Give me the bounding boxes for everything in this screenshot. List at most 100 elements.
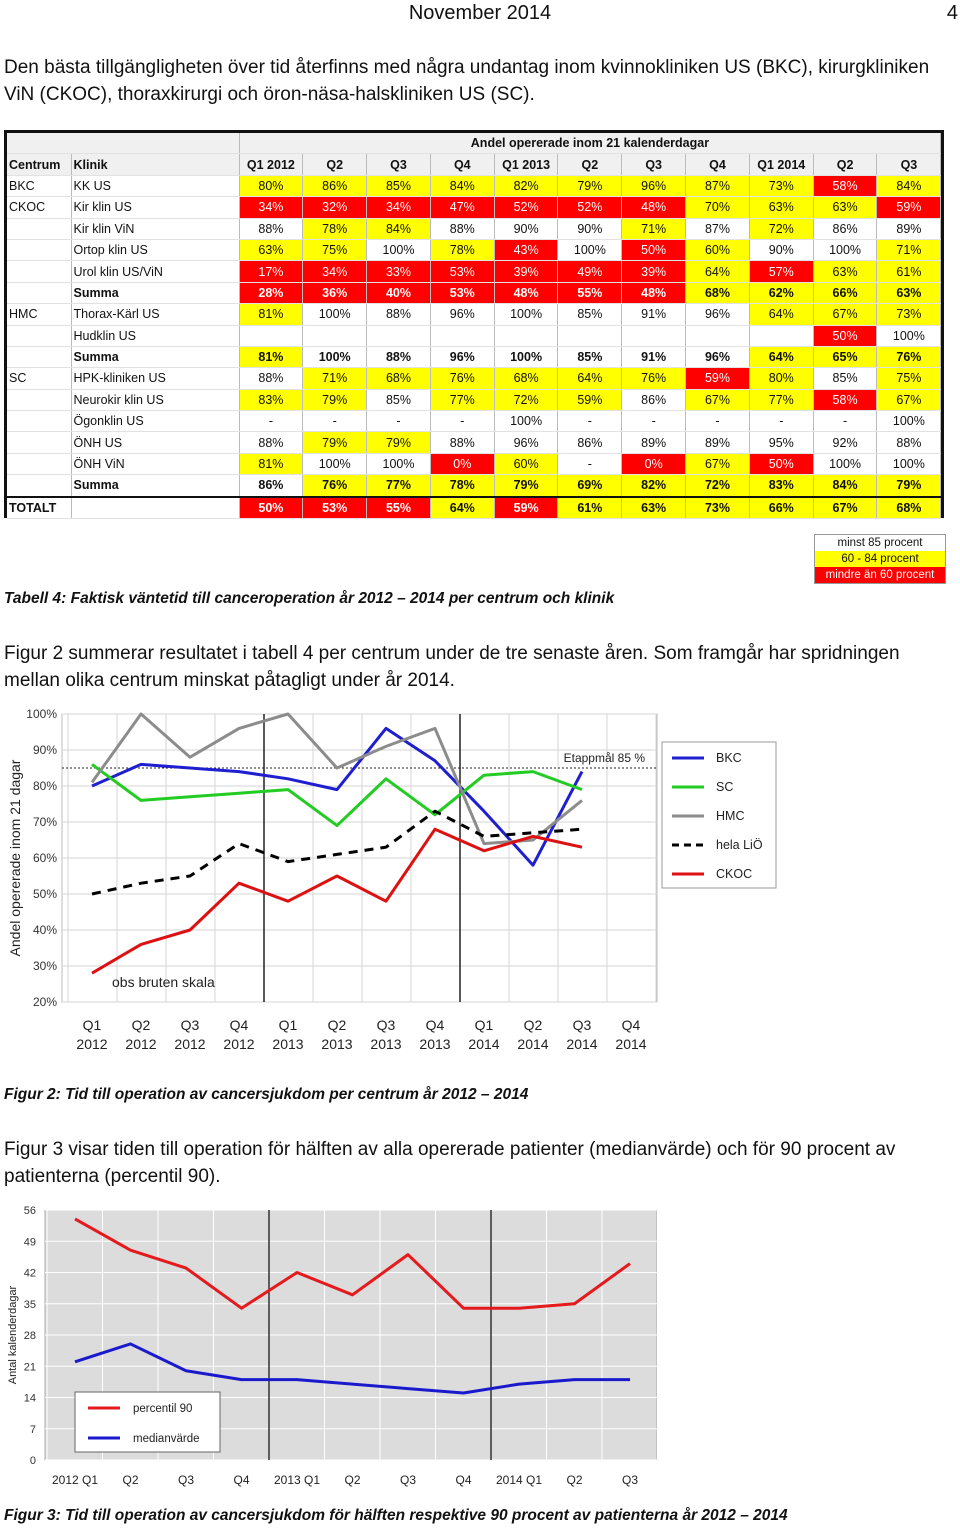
table-cell-value: 34% bbox=[302, 260, 368, 283]
x-tick-label: Q3 bbox=[178, 1473, 194, 1487]
table-row: HMC Thorax-Kärl US 81% 100% 88% 96% 100% 85% 91%… bbox=[7, 303, 942, 326]
table-cell-value: 88% bbox=[366, 346, 431, 369]
table-cell-value: 88% bbox=[430, 218, 495, 240]
table-cell-value: 96% bbox=[430, 346, 495, 369]
table-row: BKC KK US 80% 86% 85% 84% 82% 79% 96% 87% 73% 58% 84… bbox=[7, 175, 942, 198]
table-cell-value: 68% bbox=[685, 282, 750, 305]
legend-label: percentil 90 bbox=[133, 1403, 192, 1415]
table-super-header: Andel opererade inom 21 kalenderdagar bbox=[239, 133, 942, 155]
table-cell-value: 39% bbox=[621, 260, 687, 283]
table-cell-value: 85% bbox=[366, 175, 431, 198]
table-cell-centrum: BKC bbox=[7, 175, 72, 198]
table-row: Hudklin US 50% 100% bbox=[7, 325, 942, 347]
table-cell-klinik: ÖNH US bbox=[71, 431, 240, 454]
table-cell-value: - bbox=[430, 410, 495, 433]
legend-green: minst 85 procent bbox=[815, 535, 945, 551]
x-tick-label: 2013 bbox=[321, 1036, 352, 1052]
table-cell-value: 69% bbox=[557, 474, 623, 498]
table-cell-value bbox=[239, 325, 304, 347]
table-cell-value: 100% bbox=[494, 346, 559, 369]
table-cell-value: 83% bbox=[749, 474, 814, 498]
x-tick-label: Q1 bbox=[475, 1017, 494, 1033]
chart-legend bbox=[74, 1391, 221, 1453]
x-tick-label: 2014 bbox=[615, 1036, 646, 1052]
table-cell-value: 58% bbox=[813, 389, 878, 412]
table-cell-value: 52% bbox=[557, 196, 623, 219]
table-cell-value: 96% bbox=[685, 346, 750, 369]
table-row: Neurokir klin US 83% 79% 85% 77% 72% 59% 86% 67%… bbox=[7, 389, 942, 412]
table-cell-value: 58% bbox=[813, 175, 878, 198]
table-cell-value: 76% bbox=[876, 346, 942, 369]
table-cell-value: 66% bbox=[749, 495, 814, 520]
table-cell-value: 77% bbox=[430, 389, 495, 412]
y-tick-label: 28 bbox=[24, 1330, 36, 1342]
table-col-header: Q3 bbox=[876, 153, 942, 176]
table-cell-klinik: Hudklin US bbox=[71, 325, 240, 347]
table-cell-value: 63% bbox=[621, 495, 687, 520]
table-cell-centrum bbox=[7, 410, 72, 433]
table-cell-value: 86% bbox=[239, 474, 304, 498]
table-cell-value: 59% bbox=[557, 389, 623, 412]
y-tick-label: 60% bbox=[33, 851, 57, 865]
target-label: Etappmål 85 % bbox=[564, 751, 646, 765]
x-tick-label: Q3 bbox=[622, 1473, 638, 1487]
table-cell-value: 71% bbox=[302, 367, 368, 390]
figure3-caption: Figur 3: Tid till operation av cancersju… bbox=[4, 1507, 788, 1524]
table-cell-value: 64% bbox=[749, 346, 814, 369]
table-cell-value: 63% bbox=[749, 196, 814, 219]
table-cell-value: 89% bbox=[876, 218, 942, 240]
y-tick-label: 56 bbox=[24, 1205, 36, 1217]
table-cell-value: 50% bbox=[749, 453, 814, 476]
figure2-chart: 20% 30% 40% 50% 60% 70% 80% 90% 100% Q1 2012 Q2 2012… bbox=[7, 707, 777, 1052]
table-cell-value: 71% bbox=[876, 239, 942, 262]
table-cell-value: - bbox=[557, 410, 623, 433]
table-cell-value bbox=[494, 325, 559, 347]
table-cell-centrum bbox=[7, 474, 72, 498]
table-cell-klinik: ÖNH ViN bbox=[71, 453, 240, 476]
table-cell-value: - bbox=[366, 410, 431, 433]
table-cell-value: 64% bbox=[430, 495, 495, 520]
figure3-paragraph: Figur 3 visar tiden till operation för h… bbox=[4, 1139, 896, 1187]
table-cell-value: 100% bbox=[302, 303, 368, 326]
x-tick-label: 2014 Q1 bbox=[496, 1473, 542, 1487]
x-tick-label: Q3 bbox=[400, 1473, 416, 1487]
table-legend: minst 85 procent 60 - 84 procent mindre … bbox=[814, 534, 946, 584]
table-cell-value: 85% bbox=[813, 367, 878, 390]
table-cell-value: 72% bbox=[749, 218, 814, 240]
legend-label: BKC bbox=[716, 751, 742, 765]
table-cell-value: 100% bbox=[876, 410, 942, 433]
table-row: ÖNH US 88% 79% 79% 88% 96% 86% 89% 89% 95% 92% 88% bbox=[7, 431, 942, 454]
table-cell-value: 100% bbox=[366, 453, 431, 476]
x-tick-label: Q4 bbox=[230, 1017, 249, 1033]
table-row: CKOC Kir klin US 34% 32% 34% 47% 52% 52% 48% 70% 6… bbox=[7, 196, 942, 219]
table-cell-value: 71% bbox=[621, 218, 687, 240]
table-cell-centrum: CKOC bbox=[7, 196, 72, 219]
table-cell-value: 91% bbox=[621, 346, 687, 369]
table-cell-klinik bbox=[71, 495, 240, 520]
series-line-CKOC bbox=[91, 827, 583, 975]
x-tick-label: Q2 bbox=[344, 1473, 360, 1487]
table-cell-value: 33% bbox=[366, 260, 431, 283]
legend-label: HMC bbox=[716, 809, 744, 823]
x-tick-label: Q4 bbox=[455, 1473, 471, 1487]
page-number: 4 bbox=[946, 2, 958, 24]
x-tick-label: 2014 bbox=[566, 1036, 597, 1052]
table-cell-value: 100% bbox=[302, 453, 368, 476]
table-col-header: Q3 bbox=[621, 153, 687, 176]
table-cell-value: 49% bbox=[557, 260, 623, 283]
table-cell-value: 63% bbox=[813, 260, 878, 283]
table-row: TOTALT 50% 53% 55% 64% 59% 61% 63% 73% 66% 67% 68% bbox=[7, 495, 942, 520]
y-axis-title: Antal kalenderdagar bbox=[7, 1285, 19, 1384]
table-cell-value: 66% bbox=[813, 282, 878, 305]
table-cell-value: 84% bbox=[813, 474, 878, 498]
table-cell-value: 62% bbox=[749, 282, 814, 305]
table-cell-klinik: Thorax-Kärl US bbox=[71, 303, 240, 326]
x-tick-label: 2012 bbox=[76, 1036, 107, 1052]
table-cell-value: 52% bbox=[494, 196, 559, 219]
series-line-hela-LiÖ bbox=[91, 809, 583, 896]
table-cell-klinik: Summa bbox=[71, 346, 240, 369]
table-cell-value: 85% bbox=[366, 389, 431, 412]
table-cell-value: 96% bbox=[685, 303, 750, 326]
table-cell-value bbox=[302, 325, 368, 347]
table-cell-centrum bbox=[7, 239, 72, 262]
